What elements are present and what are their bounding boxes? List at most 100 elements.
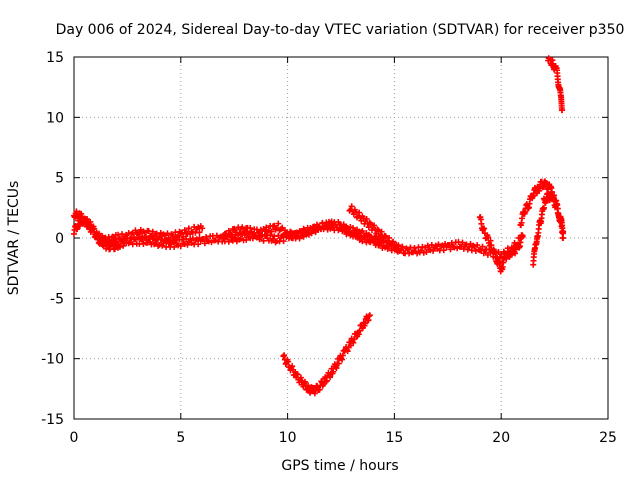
series-track xyxy=(540,190,567,237)
data-point xyxy=(395,247,402,254)
data-point xyxy=(363,215,370,222)
data-point xyxy=(232,235,239,242)
data-point xyxy=(380,237,387,244)
data-point xyxy=(480,250,487,257)
data-point xyxy=(87,218,94,225)
data-point xyxy=(281,352,288,359)
data-point xyxy=(491,248,498,255)
data-point xyxy=(171,243,178,250)
data-point xyxy=(367,233,374,240)
series-track xyxy=(280,312,373,397)
data-point xyxy=(260,237,267,244)
data-point xyxy=(181,227,188,234)
data-point xyxy=(184,241,191,248)
data-point xyxy=(335,360,342,367)
y-axis-label: SDTVAR / TECUs xyxy=(6,181,22,296)
data-point xyxy=(323,377,330,384)
y-tick-label: -5 xyxy=(50,291,64,307)
data-point xyxy=(297,374,304,381)
series-track xyxy=(476,214,526,275)
data-point xyxy=(76,222,83,229)
data-point xyxy=(519,232,526,239)
data-point xyxy=(430,247,437,254)
data-point xyxy=(116,243,123,250)
data-point xyxy=(275,220,282,227)
y-tick-label: -10 xyxy=(41,352,64,368)
data-point xyxy=(492,254,499,261)
x-tick-label: 20 xyxy=(492,430,510,446)
data-point xyxy=(228,231,235,238)
series-track xyxy=(530,204,547,268)
data-point xyxy=(366,312,373,319)
data-point xyxy=(111,245,118,252)
y-tick-label: -15 xyxy=(41,412,64,428)
data-point xyxy=(503,255,510,262)
data-point xyxy=(390,238,397,245)
data-point xyxy=(335,218,342,225)
x-tick-label: 10 xyxy=(279,430,297,446)
data-point xyxy=(195,241,202,248)
data-point xyxy=(355,233,362,240)
data-point xyxy=(256,236,263,243)
data-point xyxy=(371,222,378,229)
x-tick-label: 0 xyxy=(70,430,79,446)
x-axis-label: GPS time / hours xyxy=(281,458,398,474)
data-point xyxy=(560,228,567,235)
data-point xyxy=(280,353,287,360)
data-point xyxy=(164,230,171,237)
data-point xyxy=(156,233,163,240)
data-point xyxy=(185,225,192,232)
data-point xyxy=(374,226,381,233)
data-point xyxy=(512,250,519,257)
y-tick-label: 0 xyxy=(55,231,64,247)
data-point xyxy=(487,237,494,244)
data-point xyxy=(350,339,357,346)
data-point xyxy=(316,386,323,393)
data-point xyxy=(305,382,312,389)
data-point xyxy=(312,229,319,236)
data-point xyxy=(324,224,331,231)
data-point xyxy=(289,363,296,370)
series-track xyxy=(71,215,206,247)
data-point xyxy=(199,225,206,232)
data-point xyxy=(127,235,134,242)
data-point xyxy=(220,235,227,242)
data-point xyxy=(301,378,308,385)
data-point xyxy=(382,233,389,240)
data-point xyxy=(236,230,243,237)
data-point xyxy=(231,225,238,232)
data-point xyxy=(540,204,547,211)
data-point xyxy=(247,225,254,232)
data-point xyxy=(389,239,396,246)
data-point xyxy=(299,230,306,237)
data-point xyxy=(332,363,339,370)
data-point xyxy=(339,352,346,359)
series-track xyxy=(220,218,387,247)
data-point xyxy=(342,228,349,235)
data-point xyxy=(294,371,301,378)
data-point xyxy=(367,221,374,228)
data-point xyxy=(73,208,80,215)
data-point xyxy=(268,228,275,235)
y-tick-label: 10 xyxy=(46,110,64,126)
data-point xyxy=(370,237,377,244)
data-point xyxy=(485,234,492,241)
x-tick-label: 25 xyxy=(599,430,617,446)
data-point xyxy=(348,203,355,210)
data-point xyxy=(333,365,340,372)
data-point xyxy=(296,235,303,242)
series-track xyxy=(545,55,566,114)
data-point xyxy=(285,358,292,365)
data-point xyxy=(225,227,232,234)
data-marks xyxy=(71,55,567,397)
data-point xyxy=(301,227,308,234)
series-track xyxy=(346,203,402,255)
data-point xyxy=(344,348,351,355)
data-point xyxy=(167,237,174,244)
data-point xyxy=(378,228,385,235)
data-point xyxy=(350,224,357,231)
data-point xyxy=(95,231,102,238)
data-point xyxy=(355,331,362,338)
data-point xyxy=(559,107,566,114)
